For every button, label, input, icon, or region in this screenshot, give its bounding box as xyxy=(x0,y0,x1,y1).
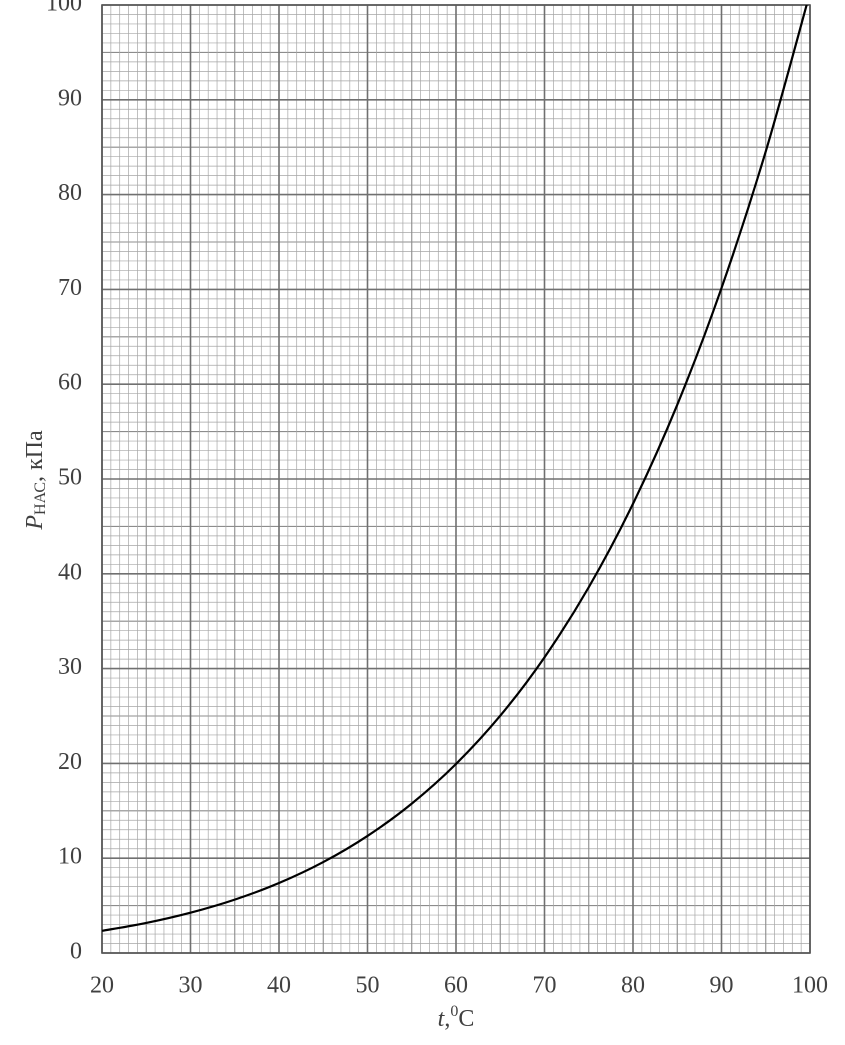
y-label-unit: , кПа xyxy=(22,430,48,482)
x-tick-label: 40 xyxy=(267,973,291,999)
y-label-subscript: НАС xyxy=(32,482,49,515)
y-tick-label: 100 xyxy=(46,0,82,17)
y-tick-label: 0 xyxy=(70,939,82,965)
x-tick-label: 100 xyxy=(792,973,828,999)
x-label-symbol: t xyxy=(438,1006,446,1032)
y-tick-label: 60 xyxy=(58,370,82,396)
y-tick-label: 50 xyxy=(58,465,82,491)
grid xyxy=(101,4,811,954)
x-label-unit: C xyxy=(458,1006,474,1032)
x-tick-label: 50 xyxy=(356,973,380,999)
x-tick-label: 80 xyxy=(621,973,645,999)
y-tick-label: 10 xyxy=(58,844,82,870)
y-tick-label: 40 xyxy=(58,559,82,585)
y-axis-label: PНАС, кПа xyxy=(22,430,49,531)
y-tick-label: 30 xyxy=(58,654,82,680)
x-label-separator: , xyxy=(444,1006,450,1032)
x-tick-label: 90 xyxy=(710,973,734,999)
y-tick-label: 80 xyxy=(58,180,82,206)
plot-area xyxy=(102,5,808,932)
y-label-symbol: P xyxy=(22,515,48,531)
plot-border xyxy=(101,4,811,954)
y-tick-label: 70 xyxy=(58,275,82,301)
x-axis-label: t,0C xyxy=(438,1003,475,1032)
labels: 0 10 20 30 40 50 60 70 80 90 100 20 30 40 50 60 70 80 90 10… xyxy=(46,0,828,999)
y-tick-label: 90 xyxy=(58,85,82,111)
x-tick-label: 60 xyxy=(444,973,468,999)
x-label-superscript: 0 xyxy=(450,1003,458,1020)
x-tick-label: 30 xyxy=(179,973,203,999)
y-tick-label: 20 xyxy=(58,749,82,775)
x-tick-label: 20 xyxy=(90,973,114,999)
line-series xyxy=(102,5,808,932)
x-tick-label: 70 xyxy=(533,973,557,999)
